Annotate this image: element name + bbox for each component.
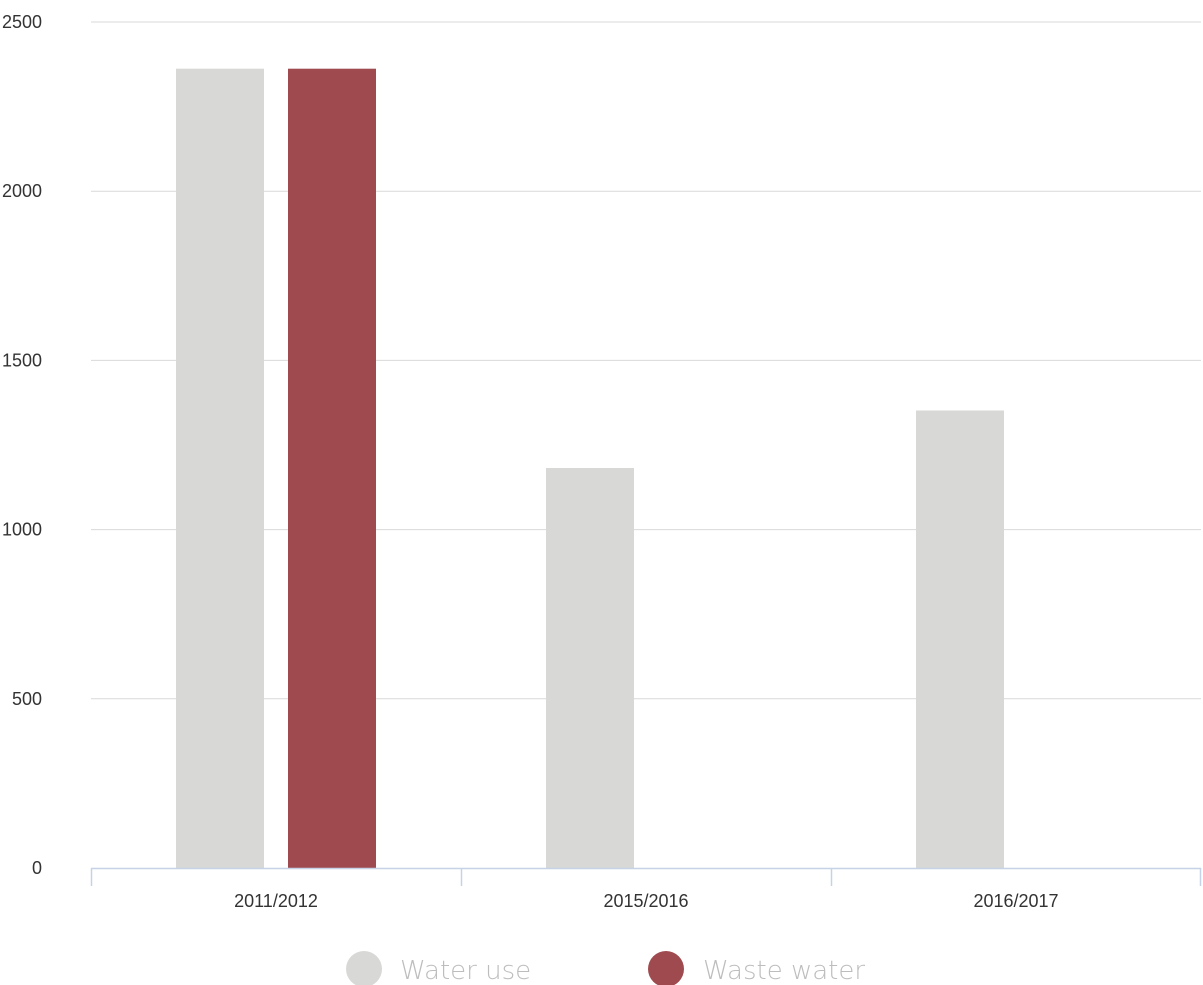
y-tick-label: 1500	[2, 350, 42, 370]
y-tick-label: 1000	[2, 520, 42, 540]
gridlines	[91, 21, 1201, 700]
x-axis	[90, 867, 1202, 886]
y-tick-label: 2000	[2, 181, 42, 201]
legend-swatch	[346, 951, 382, 985]
bar-water-use-2011-2012[interactable]	[176, 68, 264, 868]
legend-swatch	[648, 951, 684, 985]
y-tick-label: 0	[32, 858, 42, 878]
x-tick-label: 2011/2012	[234, 891, 318, 911]
legend-item-water-use[interactable]: Water use	[346, 951, 531, 985]
x-tick-label: 2016/2017	[973, 891, 1058, 911]
legend-label: Waste water	[703, 956, 865, 985]
x-tick-label: 2015/2016	[603, 891, 688, 911]
bar-waste-water-2011-2012[interactable]	[288, 68, 376, 868]
legend: Water use Waste water	[346, 951, 865, 985]
legend-item-waste-water[interactable]: Waste water	[648, 951, 865, 985]
bars	[176, 68, 1004, 868]
y-tick-label: 500	[12, 689, 42, 709]
y-tick-label: 2500	[2, 12, 42, 32]
legend-label: Water use	[400, 956, 531, 985]
x-axis-tick-labels: 2011/2012 2015/2016 2016/2017	[234, 891, 1058, 911]
y-axis-tick-labels: 0 500 1000 1500 2000 2500	[2, 12, 42, 878]
bar-water-use-2016-2017[interactable]	[916, 410, 1004, 868]
bar-water-use-2015-2016[interactable]	[546, 468, 634, 868]
